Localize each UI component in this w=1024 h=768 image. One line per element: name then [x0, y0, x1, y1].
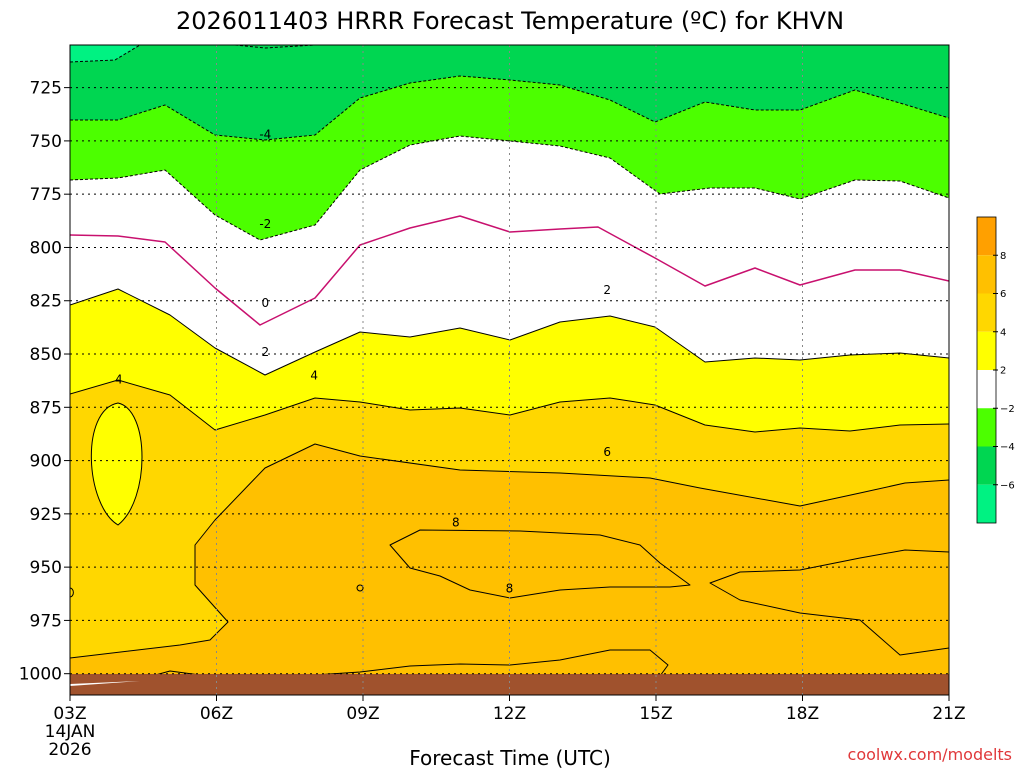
contour-label: 2: [262, 345, 270, 359]
y-tick-label: 800: [30, 238, 62, 258]
region-2-to-4-pocket: [90, 402, 143, 526]
credit-text: coolwx.com/modelts: [848, 745, 1012, 764]
contour-small-loop: [356, 584, 364, 592]
colorbar-tick-label: −6: [1000, 480, 1015, 491]
band-4-to-6: [70, 380, 949, 695]
colorbar-segment: [977, 293, 996, 332]
colorbar-tick-label: 6: [1000, 289, 1006, 300]
colorbar-tick-label: 2: [1000, 366, 1006, 377]
contour-labels: -4 -2 0 2 2 4 4 6 8 8: [115, 128, 611, 596]
contour-4: [70, 379, 949, 433]
y-tick-label: 975: [30, 611, 62, 631]
y-tick-label: 850: [30, 345, 62, 365]
ground-edge-white: [70, 681, 140, 686]
y-tick-label: 775: [30, 185, 62, 205]
colorbar: 8 6 4 2 −2 −4 −6: [976, 216, 1015, 524]
contour-8-center: [389, 529, 691, 599]
contour-neg2: [70, 135, 949, 241]
x-axis-label: Forecast Time (UTC): [409, 746, 611, 768]
contour-label-text: 6: [603, 445, 611, 459]
x-date-day: 14JAN: [45, 722, 96, 742]
contour-lines: [70, 45, 949, 686]
y-tick-label: 825: [30, 292, 62, 312]
x-date-year: 2026: [48, 740, 91, 760]
contour-label-text: -2: [259, 217, 271, 231]
y-tick-label: 900: [30, 452, 62, 472]
contour-neg4: [70, 75, 949, 141]
colorbar-segment: [977, 217, 996, 256]
colorbar-segment: [977, 255, 996, 294]
band-neg6-to-neg4: [70, 45, 949, 140]
band-lt-neg6: [70, 45, 140, 62]
y-tick-label: 950: [30, 558, 62, 578]
y-axis: 725 750 775 800 825 850 875 900 925 950 975 1000: [19, 79, 70, 685]
contour-6-surface: [70, 649, 669, 686]
contour-label-text: 8: [452, 515, 460, 529]
colorbar-segment: [977, 446, 996, 485]
grid-lines: [70, 45, 949, 695]
y-tick-label: 1000: [19, 665, 62, 685]
x-tick-label: 09Z: [346, 704, 379, 724]
contour-8-right: [709, 549, 949, 656]
colorbar-segment: [977, 484, 996, 523]
colorbar-tick-label: 4: [1000, 327, 1006, 338]
contour-label-text: -4: [259, 128, 271, 142]
x-tick-label: 21Z: [932, 704, 965, 724]
contour-6: [70, 443, 949, 659]
x-tick-label: 06Z: [200, 704, 233, 724]
chart-title: 2026011403 HRRR Forecast Temperature (ºC…: [176, 7, 844, 35]
contour-neg4-top: [70, 45, 316, 63]
ground-layer: [70, 674, 949, 695]
x-tick-label: 18Z: [786, 704, 819, 724]
contour-label: 8: [452, 515, 460, 529]
contour-label: 2: [603, 283, 611, 297]
contour-label: 8: [506, 581, 514, 595]
contour-label-text: 0: [262, 296, 270, 310]
x-tick-label: 15Z: [639, 704, 672, 724]
contour-label: -2: [259, 217, 271, 231]
y-tick-label: 875: [30, 398, 62, 418]
contour-label: 0: [262, 296, 270, 310]
x-tick-label: 12Z: [493, 704, 526, 724]
contour-label-text: 4: [115, 373, 123, 387]
colorbar-segment: [977, 331, 996, 370]
colorbar-segment: [977, 408, 996, 447]
contour-label: 4: [115, 373, 123, 387]
contour-label-text: 4: [310, 368, 318, 382]
y-tick-label: 725: [30, 79, 62, 99]
colorbar-segment: [977, 370, 996, 409]
contour-left-edge: [70, 587, 74, 598]
contour-label: 4: [310, 368, 318, 382]
contour-label-text: 8: [506, 581, 514, 595]
x-tick-label: 03Z: [53, 704, 86, 724]
colorbar-tick-label: 8: [1000, 251, 1006, 262]
contour-label: -4: [259, 128, 271, 142]
colorbar-tick-label: −2: [1000, 404, 1015, 415]
y-tick-label: 925: [30, 505, 62, 525]
band-neg4-to-neg2: [70, 76, 949, 240]
y-tick-label: 750: [30, 132, 62, 152]
colorbar-tick-label: −4: [1000, 442, 1015, 453]
contour-label-text: 2: [262, 345, 270, 359]
contour-label: 6: [603, 445, 611, 459]
x-axis: 03Z 06Z 09Z 12Z 15Z 18Z 21Z: [53, 695, 966, 724]
contour-label-text: 2: [603, 283, 611, 297]
band-2-to-4: [70, 289, 949, 432]
